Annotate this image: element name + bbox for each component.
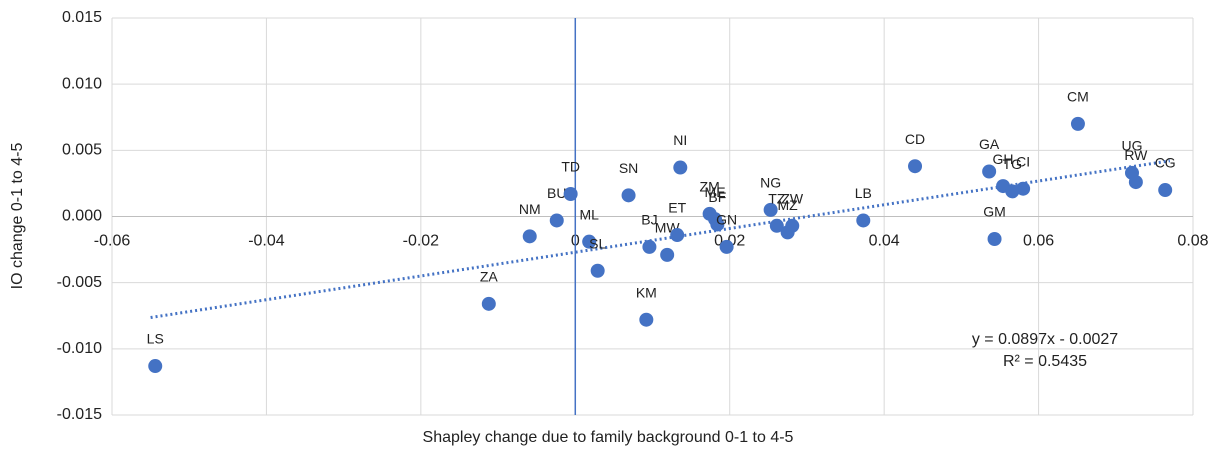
point-label: LS xyxy=(147,331,164,347)
point xyxy=(1016,181,1031,196)
point-label: CG xyxy=(1155,155,1176,171)
point-label: ET xyxy=(668,200,686,216)
point xyxy=(719,239,734,254)
x-axis-title: Shapley change due to family background … xyxy=(423,429,794,446)
point-label: ZA xyxy=(480,269,499,285)
y-tick-label: 0.005 xyxy=(62,142,102,159)
x-tick-label: 0.08 xyxy=(1177,233,1208,250)
x-tick-label: -0.02 xyxy=(403,233,440,250)
point-label: BF xyxy=(708,189,726,205)
point-label: ZM xyxy=(700,179,720,195)
point xyxy=(563,187,578,202)
point xyxy=(1158,183,1173,198)
y-tick-label: -0.015 xyxy=(57,406,102,423)
y-tick-label: -0.005 xyxy=(57,274,102,291)
point xyxy=(670,228,685,243)
point xyxy=(856,213,871,228)
point-label: GA xyxy=(979,136,1000,152)
x-tick-label: 0.04 xyxy=(869,233,900,250)
point xyxy=(1128,175,1143,190)
point xyxy=(982,164,997,179)
y-axis-title: IO change 0-1 to 4-5 xyxy=(9,143,26,290)
point-label: SN xyxy=(619,160,638,176)
point xyxy=(642,239,657,254)
point xyxy=(582,234,597,249)
point-label: BJ xyxy=(641,212,657,228)
point-label: TZ xyxy=(768,190,786,206)
point xyxy=(639,312,654,327)
point xyxy=(660,247,675,262)
point xyxy=(1005,184,1020,199)
point-label: CM xyxy=(1067,89,1089,105)
y-tick-label: 0.000 xyxy=(62,208,102,225)
point xyxy=(769,218,784,233)
point-label: TG xyxy=(1003,156,1022,172)
point-label: ML xyxy=(579,206,599,222)
point-label: GN xyxy=(716,212,737,228)
point-label: KM xyxy=(636,284,657,300)
point xyxy=(1070,116,1085,131)
y-tick-label: 0.015 xyxy=(62,9,102,26)
point-label: ME xyxy=(705,184,726,200)
point-label: UG xyxy=(1122,138,1143,154)
point xyxy=(710,217,725,232)
point xyxy=(549,213,564,228)
point xyxy=(481,296,496,311)
point-label: NI xyxy=(673,132,687,148)
point-label: NM xyxy=(519,201,541,217)
point xyxy=(673,160,688,175)
point xyxy=(987,231,1002,246)
x-tick-label: -0.06 xyxy=(94,233,131,250)
point-label: ZW xyxy=(781,190,804,206)
trend-equation: y = 0.0897x - 0.0027 xyxy=(972,331,1118,348)
trend-r2: R² = 0.5435 xyxy=(1003,353,1087,370)
point-label: MZ xyxy=(778,197,799,213)
point xyxy=(148,359,163,374)
x-tick-label: -0.04 xyxy=(248,233,285,250)
trendline xyxy=(150,159,1171,319)
point-label: CD xyxy=(905,131,925,147)
x-tick-label: 0.06 xyxy=(1023,233,1054,250)
point xyxy=(621,188,636,203)
point-label: GH xyxy=(993,151,1014,167)
y-tick-label: 0.010 xyxy=(62,75,102,92)
point xyxy=(908,159,923,174)
point-label: GM xyxy=(983,204,1006,220)
point xyxy=(522,229,537,244)
point-label: BU xyxy=(547,185,566,201)
y-tick-label: -0.010 xyxy=(57,340,102,357)
point-label: NG xyxy=(760,175,781,191)
point xyxy=(763,202,778,217)
point xyxy=(785,218,800,233)
point-label: SL xyxy=(589,235,606,251)
point-label: LB xyxy=(855,185,872,201)
point xyxy=(590,263,605,278)
point-label: RW xyxy=(1124,147,1148,163)
point-label: CI xyxy=(1016,153,1030,169)
point-label: TD xyxy=(561,159,580,175)
